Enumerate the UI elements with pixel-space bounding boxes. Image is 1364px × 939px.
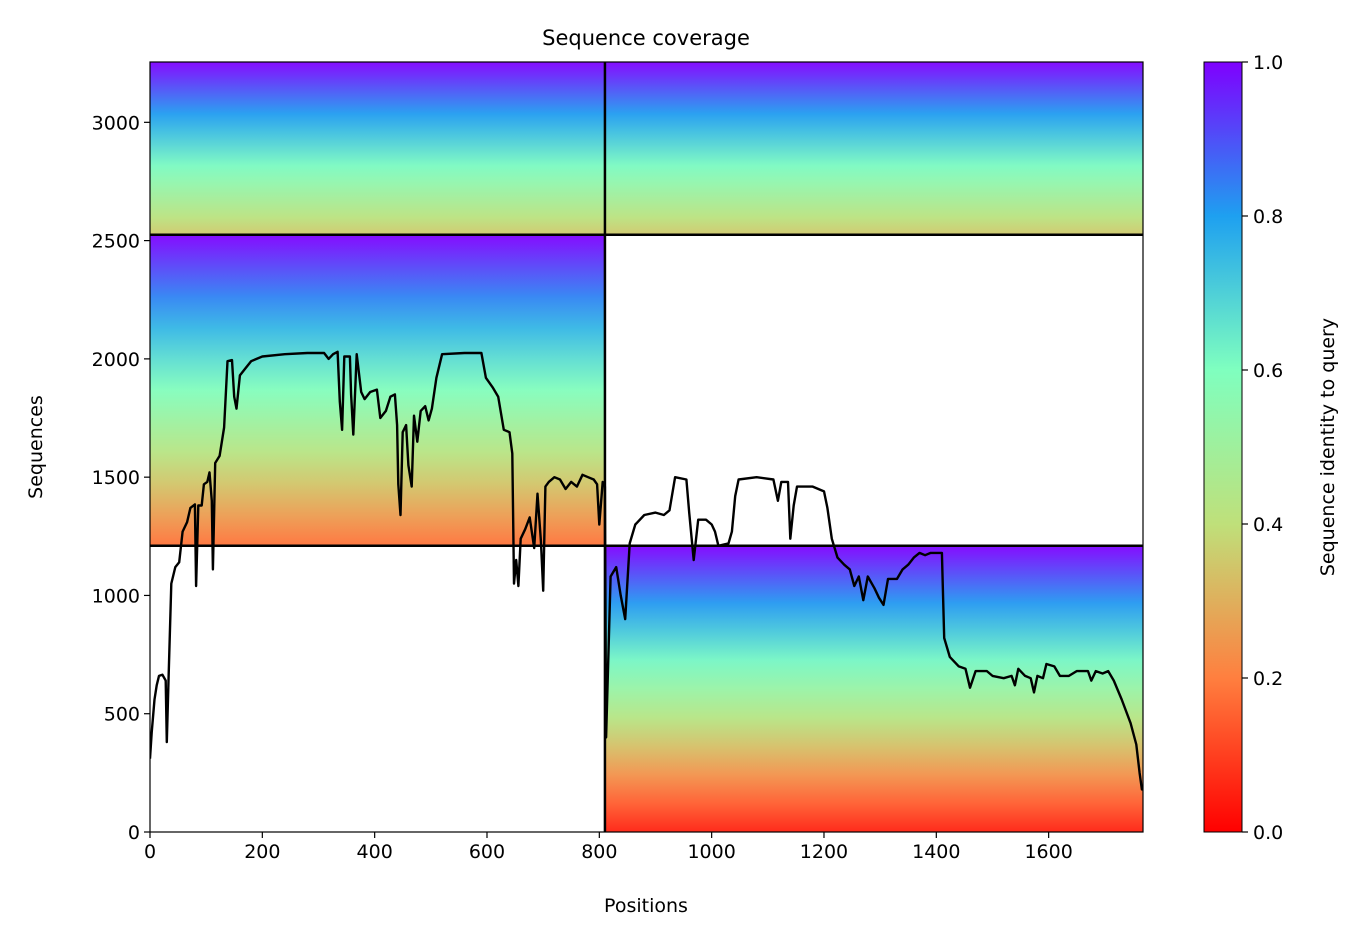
y-tick-label: 500 — [104, 704, 140, 726]
y-tick-label: 1000 — [92, 585, 140, 607]
colorbar-tick-label: 0.6 — [1253, 360, 1283, 382]
coverage-line — [150, 350, 1143, 791]
chain-B-block — [604, 545, 1143, 832]
x-tick-label: 1400 — [912, 841, 960, 863]
y-tick-label: 1500 — [92, 467, 140, 489]
x-tick-label: 800 — [581, 841, 617, 863]
plot-frame — [149, 61, 1144, 833]
colorbar — [1203, 61, 1243, 833]
alignment-blocks — [150, 62, 1143, 832]
x-axis-label: Positions — [604, 895, 688, 917]
x-tick-label: 1200 — [800, 841, 848, 863]
x-tick-label: 400 — [357, 841, 393, 863]
colorbar-tick-label: 0.8 — [1253, 206, 1283, 228]
colorbar-tick-label: 0.2 — [1253, 668, 1283, 690]
colorbar-tick-label: 0.0 — [1253, 822, 1283, 844]
y-tick-label: 0 — [128, 822, 140, 844]
y-tick-label: 3000 — [92, 112, 140, 134]
x-axis-ticks: 0 200 400 600 800 1000 1200 1400 1600 — [144, 832, 1073, 863]
y-axis-label: Sequences — [25, 395, 47, 499]
colorbar-tick-label: 1.0 — [1253, 52, 1283, 74]
coverage-line-layer — [150, 350, 1143, 791]
colorbar-tick-label: 0.4 — [1253, 514, 1283, 536]
x-tick-label: 0 — [144, 841, 156, 863]
y-axis-ticks: 0 500 1000 1500 2000 2500 3000 — [92, 112, 150, 844]
chain-AB-block — [150, 62, 1143, 235]
x-tick-label: 1600 — [1024, 841, 1072, 863]
x-tick-label: 200 — [244, 841, 280, 863]
y-tick-label: 2500 — [92, 231, 140, 253]
chart-title: Sequence coverage — [542, 26, 750, 50]
x-tick-label: 600 — [469, 841, 505, 863]
colorbar-label: Sequence identity to query — [1317, 318, 1339, 576]
x-tick-label: 1000 — [687, 841, 735, 863]
colorbar-ticks: 0.0 0.2 0.4 0.6 0.8 1.0 — [1242, 52, 1283, 844]
y-tick-label: 2000 — [92, 349, 140, 371]
